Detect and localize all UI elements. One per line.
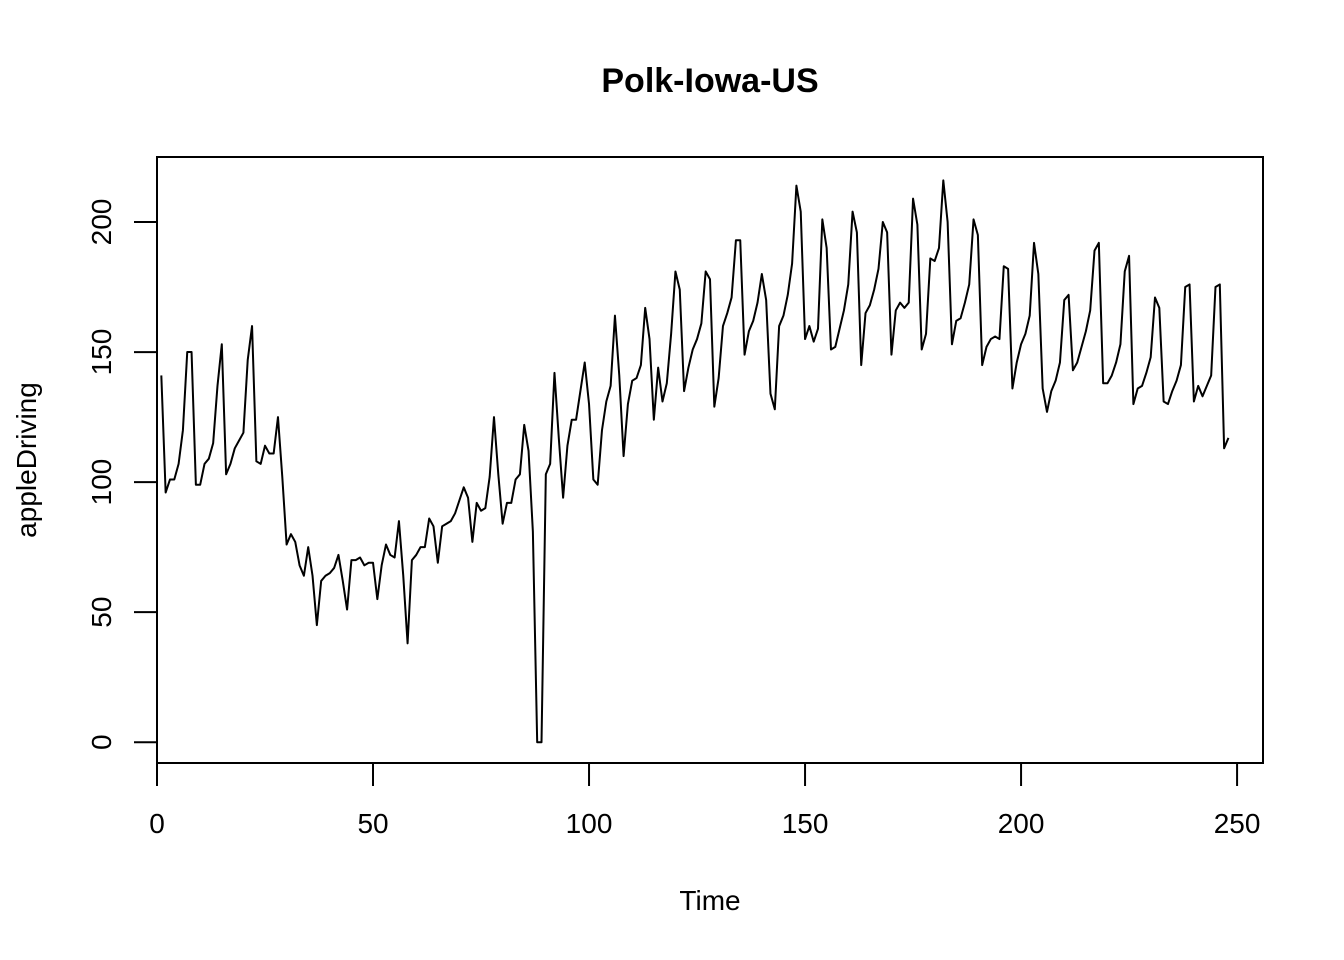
x-tick-label: 150 [782,808,829,839]
x-axis-label: Time [679,885,740,916]
series-line [160,179,1230,744]
y-tick-label: 200 [86,199,117,246]
y-axis: 0 50 100 150 200 [86,199,158,750]
y-tick-label: 50 [86,597,117,628]
x-tick-label: 50 [357,808,388,839]
x-tick-label: 0 [149,808,165,839]
x-tick-label: 250 [1214,808,1261,839]
y-axis-label: appleDriving [11,382,42,538]
x-axis: 0 50 100 150 200 250 [149,762,1261,839]
y-tick-label: 150 [86,329,117,376]
y-tick-label: 100 [86,459,117,506]
y-tick-label: 0 [86,734,117,750]
x-tick-label: 100 [566,808,613,839]
x-tick-label: 200 [998,808,1045,839]
chart-title: Polk-Iowa-US [601,62,818,100]
